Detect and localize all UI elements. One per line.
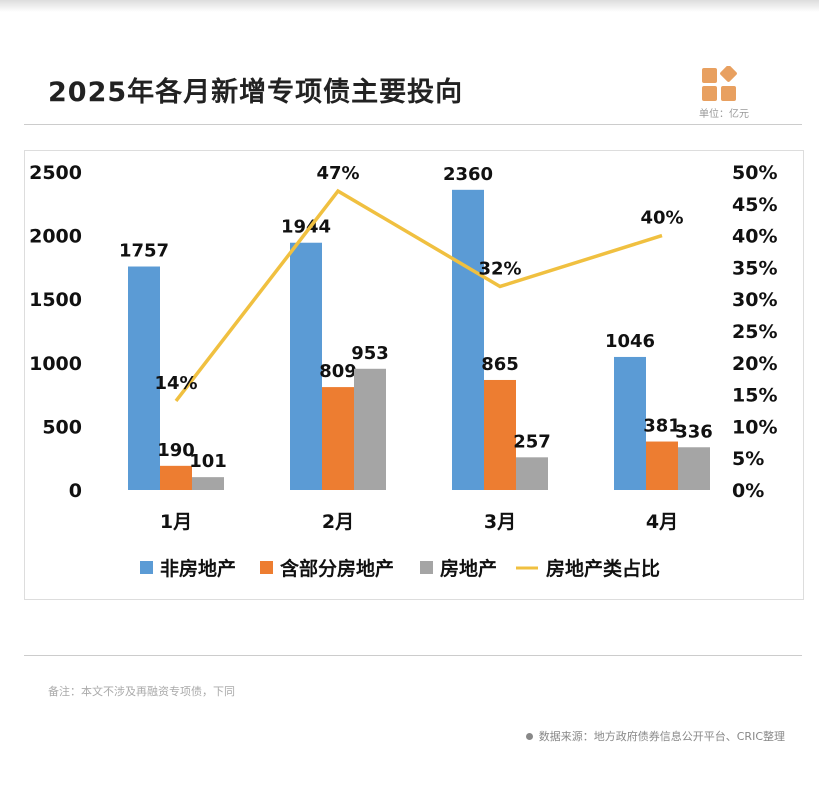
bar-data-label: 1944: [281, 217, 331, 238]
line-data-label: 47%: [316, 163, 359, 184]
right-axis-tick: 45%: [732, 194, 777, 216]
divider: [24, 124, 802, 125]
bar-含部分房地产: [322, 387, 354, 490]
legend-item: 房地产: [440, 557, 497, 580]
bar-房地产: [678, 447, 710, 490]
line-房地产类占比: [174, 188, 663, 403]
x-axis-tick: 1月: [160, 511, 192, 533]
bullet-icon: [525, 733, 533, 740]
right-axis-tick: 10%: [732, 416, 777, 438]
chart-frame: [24, 150, 804, 600]
bar-房地产: [516, 457, 548, 490]
bar-非房地产: [290, 242, 322, 490]
bar-data-label: 809: [319, 361, 357, 382]
bar-非房地产: [128, 266, 160, 490]
legend-swatch: [260, 561, 273, 574]
left-axis-tick: 1000: [29, 353, 82, 375]
unit-label: 单位：亿元: [699, 109, 749, 120]
right-axis-tick: 35%: [732, 257, 777, 279]
bar-房地产: [192, 477, 224, 490]
right-axis-tick: 15%: [732, 385, 777, 407]
bar-非房地产: [452, 189, 484, 491]
legend-item: 房地产类占比: [546, 557, 660, 580]
right-axis-tick: 20%: [732, 353, 777, 375]
line-data-label: 14%: [154, 373, 197, 394]
page-title: 2025年各月新增专项债主要投向: [48, 77, 464, 108]
x-axis-tick: 2月: [322, 511, 354, 533]
line-data-label: 32%: [478, 258, 521, 279]
bar-data-label: 1046: [605, 331, 655, 352]
divider: [24, 655, 802, 656]
bar-data-label: 865: [481, 354, 519, 375]
x-axis-tick: 4月: [646, 511, 678, 533]
legend-swatch: [140, 561, 153, 574]
legend-swatch: [420, 561, 433, 574]
right-axis-tick: 25%: [732, 321, 777, 343]
right-axis-tick: 0%: [732, 480, 764, 502]
bar-data-label: 953: [351, 343, 389, 364]
logo-icon: [702, 66, 737, 101]
right-axis-tick: 50%: [732, 162, 777, 184]
left-axis-tick: 2500: [29, 162, 82, 184]
bar-data-label: 1757: [119, 241, 169, 262]
bar-data-label: 336: [675, 421, 713, 442]
line-data-label: 40%: [640, 208, 683, 229]
source-note: 数据来源：地方政府债券信息公开平台、CRIC整理: [525, 728, 785, 744]
bar-房地产: [354, 368, 386, 490]
right-axis-tick: 30%: [732, 289, 777, 311]
bar-非房地产: [614, 356, 646, 490]
source-text: 数据来源：地方政府债券信息公开平台、CRIC整理: [538, 730, 785, 743]
legend-item: 含部分房地产: [280, 557, 394, 580]
bar-data-label: 257: [513, 431, 551, 452]
right-axis-tick: 5%: [732, 448, 764, 470]
left-axis-tick: 500: [42, 416, 82, 438]
legend-item: 非房地产: [160, 557, 236, 580]
left-axis-tick: 1500: [29, 289, 82, 311]
bar-data-label: 381: [643, 416, 681, 437]
right-axis-tick: 40%: [732, 226, 777, 248]
x-axis-tick: 3月: [484, 511, 516, 533]
bar-data-label: 190: [157, 440, 195, 461]
bar-含部分房地产: [646, 441, 678, 490]
bar-含部分房地产: [160, 465, 192, 490]
footnote: 备注：本文不涉及再融资专项债，下同: [48, 685, 235, 698]
left-axis-tick: 2000: [29, 226, 82, 248]
bar-data-label: 2360: [443, 164, 493, 185]
top-shadow: [0, 0, 819, 12]
left-axis-tick: 0: [69, 480, 82, 502]
bar-data-label: 101: [189, 451, 227, 472]
bar-含部分房地产: [484, 379, 516, 490]
